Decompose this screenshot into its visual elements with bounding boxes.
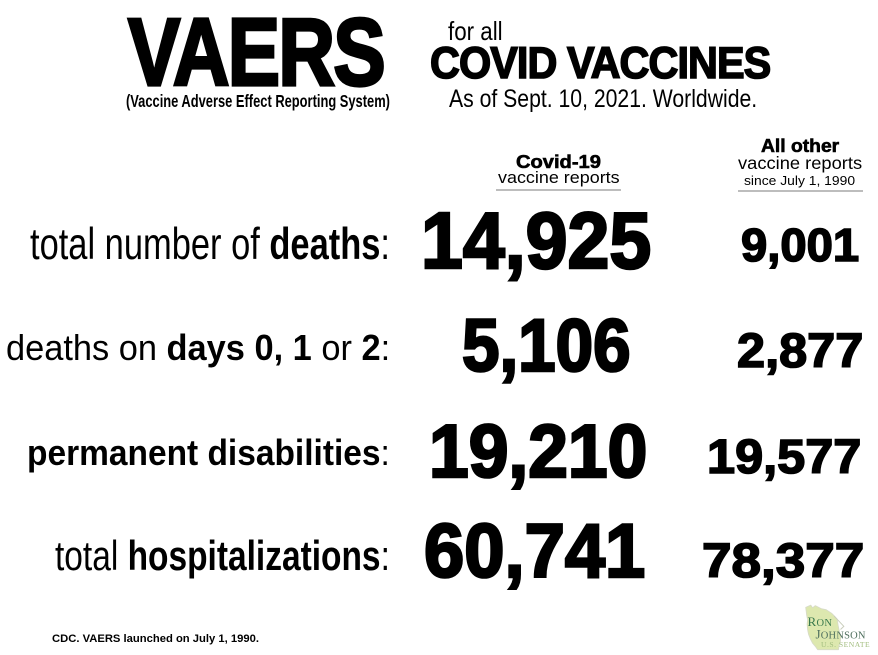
svg-text:JOHNSON: JOHNSON <box>816 627 866 642</box>
svg-text:RON: RON <box>808 614 833 629</box>
svg-text:U.S. SENATE: U.S. SENATE <box>821 640 870 649</box>
